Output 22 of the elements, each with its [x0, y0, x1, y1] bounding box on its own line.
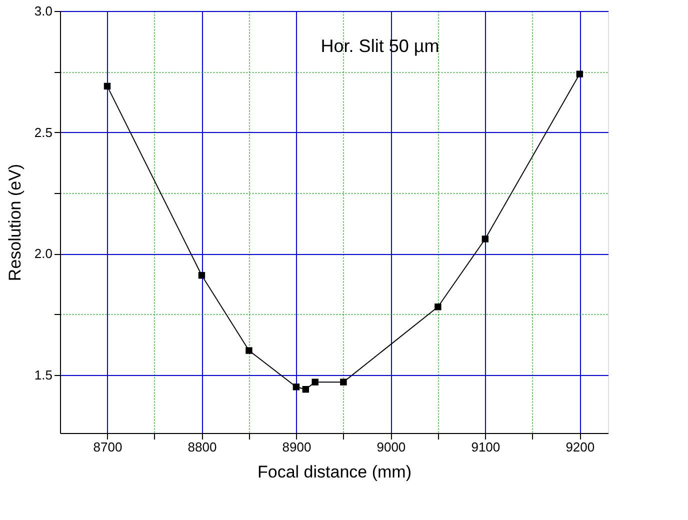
x-axis-title: Focal distance (mm)	[258, 462, 412, 482]
point	[302, 386, 310, 393]
y-tick-label: 2.0	[34, 246, 52, 262]
point	[482, 236, 489, 242]
point	[104, 82, 111, 90]
x-tick-label: 8900	[282, 440, 312, 454]
x-tick-label: 8800	[188, 440, 217, 454]
point	[434, 304, 442, 310]
point	[340, 378, 347, 386]
point	[576, 70, 584, 78]
y-tick-label: 3.0	[34, 4, 52, 18]
point	[198, 272, 206, 279]
point	[246, 347, 252, 354]
x-tick-label: 9200	[566, 440, 595, 454]
x-tick-label: 9100	[471, 440, 500, 454]
x-tick-label: 8700	[93, 440, 122, 454]
y-tick-label: 1.5	[34, 367, 52, 382]
y-axis-title: Resolution (eV)	[5, 164, 24, 282]
x-tick-label: 9000	[376, 440, 406, 454]
point	[292, 384, 300, 390]
point	[312, 378, 318, 386]
y-tick-label: 2.5	[34, 124, 52, 140]
